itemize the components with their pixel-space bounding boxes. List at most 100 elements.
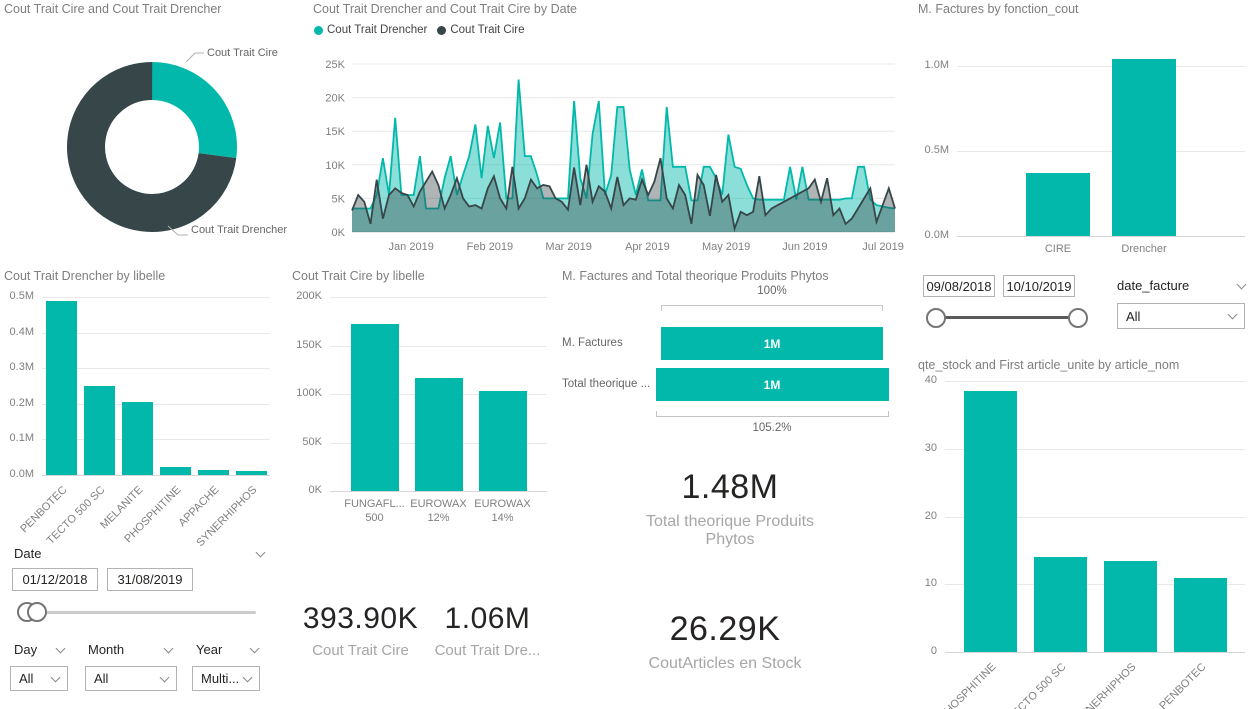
range-slider-end-handle[interactable]	[27, 602, 47, 622]
value-label: 1M	[763, 336, 781, 351]
y-axis-label: 50K	[302, 435, 322, 448]
legend-dot-icon	[437, 25, 447, 35]
gridline	[945, 584, 1245, 586]
bar-drencher[interactable]	[1112, 59, 1176, 236]
chevron-down-icon	[163, 643, 174, 653]
range-slider-end-handle[interactable]	[1068, 308, 1088, 328]
chart-title: Cout Trait Cire and Cout Trait Drencher	[4, 2, 222, 16]
slicer-field-header[interactable]: date_facture	[1117, 278, 1247, 293]
chart-title: Cout Trait Drencher by libelle	[4, 269, 166, 283]
y-axis-label: 0K	[308, 484, 322, 496]
range-slider-start-handle[interactable]	[926, 308, 946, 328]
y-axis-label: 100K	[296, 387, 322, 399]
card-label: Cout Trait Dre...	[434, 642, 541, 659]
gridline	[945, 652, 1245, 653]
gridline	[42, 403, 270, 405]
bar-synerhiphos[interactable]	[235, 471, 267, 475]
slicer-field-label: date_facture	[1117, 278, 1190, 293]
donut-slice-drencher[interactable]	[67, 62, 237, 232]
card-value: 1.06M	[444, 602, 531, 635]
chevron-down-icon	[55, 643, 66, 653]
y-axis-label: 0.0M	[9, 468, 34, 480]
x-axis-label: EUROWAX 14%	[474, 498, 531, 524]
bar-synerhiphos[interactable]	[1103, 560, 1157, 652]
card-value: 1.48M	[681, 468, 779, 506]
tornado-bottom-ruler	[655, 411, 889, 417]
y-axis-label: 10	[924, 577, 937, 590]
y-axis-label: 30	[924, 441, 937, 454]
bar-fungafl-500[interactable]	[350, 324, 399, 491]
bar-eurowax-12[interactable]	[414, 377, 463, 491]
slicer-header[interactable]: Date	[14, 546, 266, 561]
y-axis-label: 5K	[332, 193, 346, 205]
tornado-bar-total-theorique[interactable]: 1M	[655, 368, 889, 401]
bar-penbotec[interactable]	[45, 300, 77, 475]
bar-tecto-500-sc[interactable]	[83, 386, 115, 475]
date-input-end[interactable]: 10/10/2019	[1003, 275, 1075, 297]
panel-area-chart: Cout Trait Drencher and Cout Trait Cire …	[310, 0, 912, 258]
day-dropdown[interactable]: All	[10, 666, 68, 691]
slicer-header-label: Date	[14, 546, 42, 561]
bar-cire[interactable]	[1026, 173, 1090, 236]
chart-title: Cout Trait Cire by libelle	[292, 269, 425, 283]
y-axis-label: 1.0M	[924, 58, 949, 71]
bar-tecto-500-sc[interactable]	[1033, 557, 1087, 652]
year-header[interactable]: Year	[196, 642, 260, 657]
bar-melanite[interactable]	[121, 402, 153, 475]
panel-tornado-chart: M. Factures and Total theorique Produits…	[560, 265, 905, 440]
chart-title: qte_stock and First article_unite by art…	[918, 358, 1180, 372]
chevron-down-icon	[1236, 279, 1247, 289]
y-axis-label: 10K	[325, 160, 345, 172]
dropdown-value: All	[1126, 308, 1141, 324]
gridline	[42, 368, 270, 370]
legend-item-cire[interactable]: Cout Trait Cire	[437, 24, 525, 36]
x-axis-label: CIRE	[1044, 243, 1072, 255]
line-series-cire[interactable]	[351, 157, 896, 233]
facture-dropdown[interactable]: All	[1117, 303, 1245, 329]
x-axis-label: EUROWAX 12%	[410, 498, 467, 524]
panel-factures-bar-chart: M. Factures by fonction_cout 0.0M 0.5M 1.0…	[915, 0, 1254, 265]
x-axis-label: May 2019	[702, 241, 750, 253]
donut-callout-drencher: Cout Trait Drencher	[191, 224, 287, 236]
chart-title: M. Factures by fonction_cout	[918, 2, 1079, 16]
card-label: CoutArticles en Stock	[648, 655, 802, 672]
area-series-drencher[interactable]	[352, 79, 895, 233]
chevron-down-icon	[50, 672, 61, 682]
date-input-start[interactable]: 09/08/2018	[923, 275, 995, 297]
range-slider-track[interactable]	[20, 611, 256, 614]
legend-item-drencher[interactable]: Cout Trait Drencher	[314, 24, 427, 36]
y-axis-label: 20	[924, 509, 937, 522]
x-axis-label: Jan 2019	[389, 241, 434, 253]
day-header[interactable]: Day	[14, 642, 66, 657]
range-slider-track[interactable]	[936, 316, 1078, 319]
bar-penbotec[interactable]	[1173, 577, 1227, 652]
month-dropdown[interactable]: All	[85, 666, 177, 691]
dropdown-value: All	[19, 671, 34, 686]
bar-appache[interactable]	[197, 470, 229, 475]
gridline	[42, 332, 270, 334]
bar-eurowax-14[interactable]	[478, 391, 527, 491]
panel-date-slicer: Date 01/12/2018 31/08/2019 Day Month Yea…	[8, 542, 270, 707]
y-axis-label: 200K	[296, 290, 322, 302]
line-series-drencher[interactable]	[352, 79, 896, 210]
panel-facture-slicer: 09/08/2018 10/10/2019 date_facture All	[915, 270, 1254, 355]
card-cout-articles-stock: 26.29K CoutArticles en Stock	[620, 610, 830, 673]
gridline	[330, 297, 547, 298]
card-cout-trait-drencher: 1.06M Cout Trait Dre...	[420, 602, 555, 659]
bar-phosphitine[interactable]	[159, 467, 191, 475]
month-header[interactable]: Month	[88, 642, 174, 657]
bar-phosphitine[interactable]	[963, 391, 1017, 652]
gridline	[42, 297, 270, 298]
dropdown-value: All	[94, 671, 109, 686]
x-axis-label: Apr 2019	[625, 241, 670, 253]
year-dropdown[interactable]: Multi...	[192, 666, 260, 691]
x-axis-label: Jun 2019	[782, 241, 827, 253]
dropdown-label: Month	[88, 642, 125, 657]
date-input-start[interactable]: 01/12/2018	[12, 568, 98, 591]
y-axis-label: 40	[924, 374, 937, 386]
x-axis-label: FUNGAFL... 500	[344, 498, 405, 524]
tornado-bar-m-factures[interactable]: 1M	[661, 327, 883, 360]
date-input-end[interactable]: 31/08/2019	[107, 568, 193, 591]
y-axis-label: 15K	[325, 126, 345, 138]
callout-line	[167, 225, 188, 236]
